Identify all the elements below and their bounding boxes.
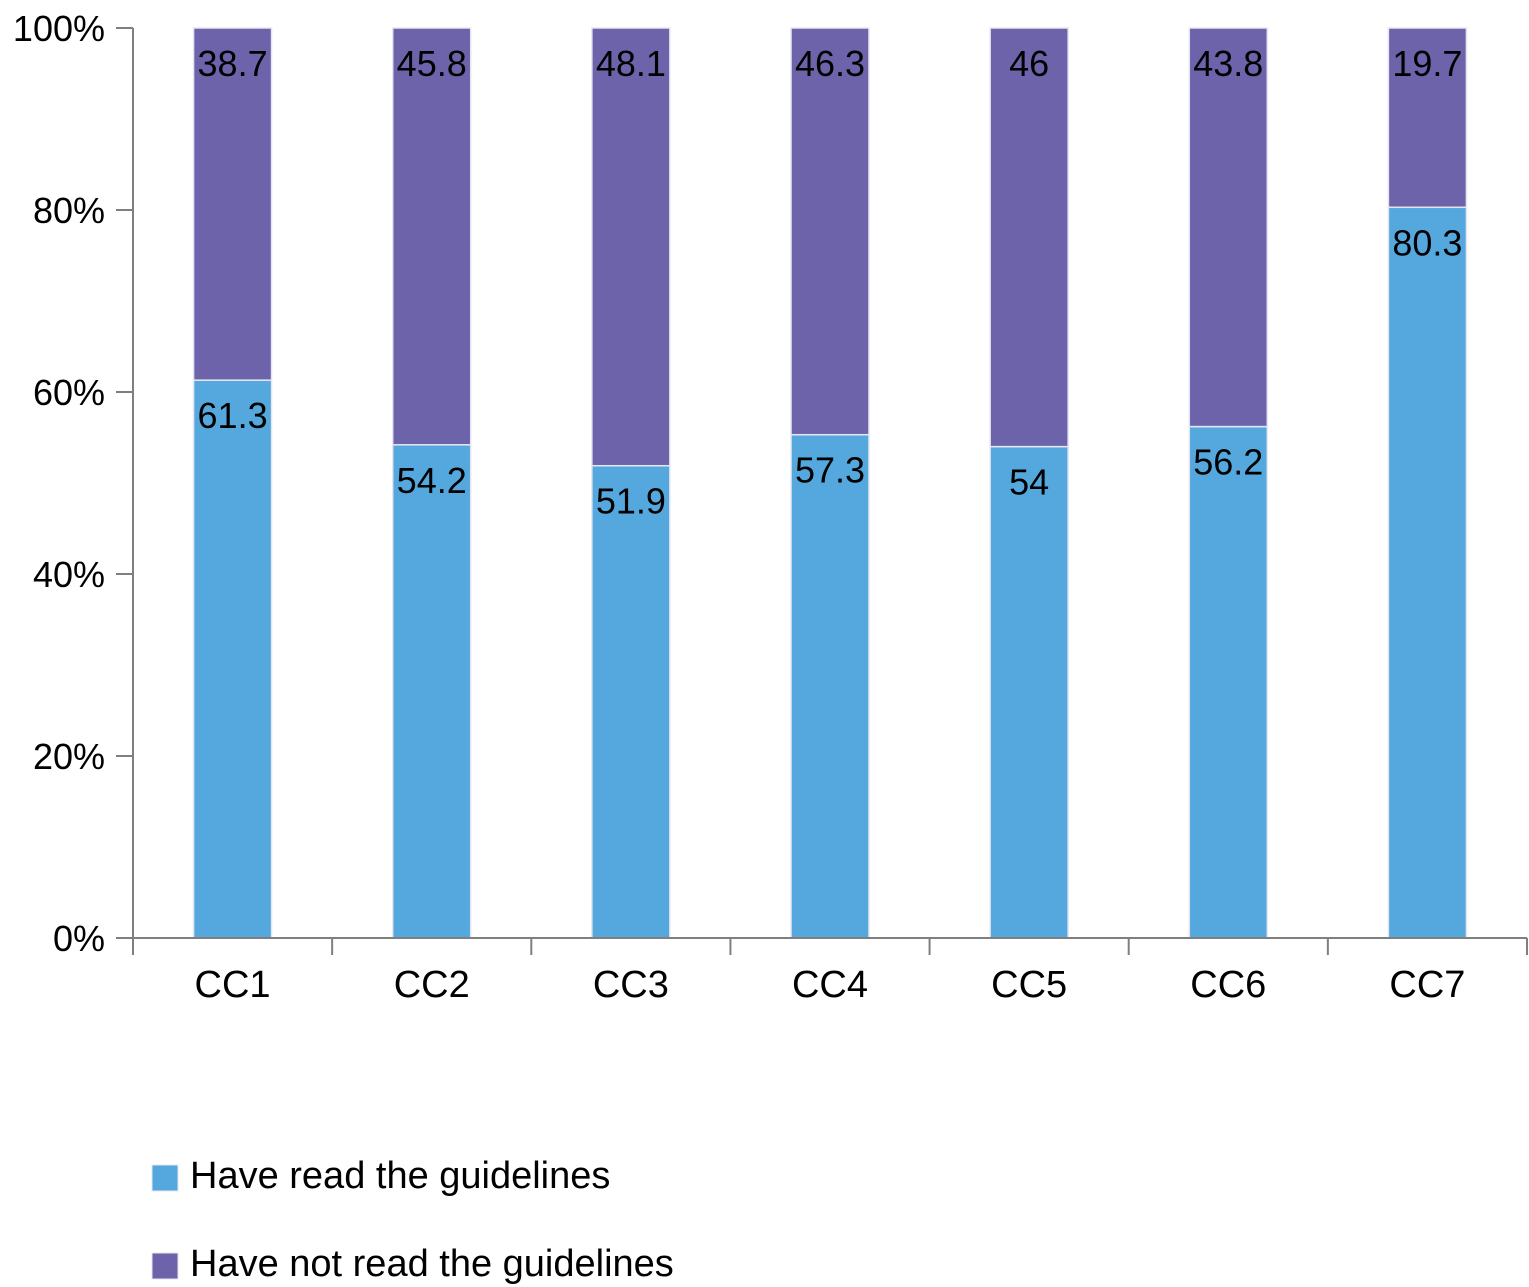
bar-segment-cc4-series-1 <box>790 433 870 939</box>
y-tick-label: 60% <box>33 372 105 413</box>
y-tick-label: 40% <box>33 554 105 595</box>
legend-swatch-series-2 <box>151 1252 179 1280</box>
data-label-cc7-series-1: 80.3 <box>1392 222 1462 263</box>
axes-group <box>116 27 1528 955</box>
data-label-cc5-series-2: 46 <box>1009 43 1049 84</box>
bar-segment-cc4-series-2 <box>790 27 870 436</box>
bar-segment-cc6-series-2 <box>1188 27 1269 428</box>
x-tick-label-cc4: CC4 <box>792 964 868 1006</box>
bar-segment-cc3-series-2 <box>591 27 671 467</box>
data-label-cc5-series-1: 54 <box>1009 462 1049 503</box>
y-tick-label: 0% <box>53 918 105 959</box>
bar-segment-cc2-series-2 <box>391 27 472 446</box>
data-label-cc2-series-2: 45.8 <box>397 43 467 84</box>
bars-group <box>192 27 1468 939</box>
x-tick-label-cc5: CC5 <box>991 964 1067 1006</box>
bar-segment-cc1-series-2 <box>192 27 273 381</box>
data-label-cc4-series-1: 57.3 <box>795 450 865 491</box>
x-tick-label-cc6: CC6 <box>1190 964 1266 1006</box>
data-label-cc3-series-1: 51.9 <box>596 481 666 522</box>
y-tick-label: 20% <box>33 736 105 777</box>
bar-segment-cc5-series-1 <box>989 445 1069 939</box>
bar-segment-cc2-series-1 <box>391 444 472 939</box>
legend: Have read the guidelines Have not read th… <box>151 1155 674 1285</box>
data-label-cc6-series-1: 56.2 <box>1193 442 1263 483</box>
legend-label-series-1: Have read the guidelines <box>190 1155 610 1197</box>
bar-segment-cc7-series-2 <box>1387 27 1468 209</box>
x-tick-label-cc7: CC7 <box>1389 964 1465 1006</box>
y-tick-label: 80% <box>33 190 105 231</box>
x-tick-label-cc2: CC2 <box>394 964 470 1006</box>
bar-segment-cc6-series-1 <box>1188 425 1269 939</box>
data-label-cc6-series-2: 43.8 <box>1193 43 1263 84</box>
data-label-cc4-series-2: 46.3 <box>795 43 865 84</box>
data-label-cc3-series-2: 48.1 <box>596 43 666 84</box>
data-label-cc1-series-2: 38.7 <box>198 43 268 84</box>
x-tick-label-cc3: CC3 <box>593 964 669 1006</box>
bar-segment-cc1-series-1 <box>192 379 273 939</box>
data-label-cc2-series-1: 54.2 <box>397 460 467 501</box>
legend-swatch-series-1 <box>151 1164 179 1192</box>
x-tick-label-cc1: CC1 <box>195 964 271 1006</box>
y-tick-label: 100% <box>13 8 105 49</box>
bar-segment-cc5-series-2 <box>989 27 1069 448</box>
bar-segment-cc7-series-1 <box>1387 206 1468 939</box>
data-label-cc7-series-2: 19.7 <box>1392 43 1462 84</box>
bar-segment-cc3-series-1 <box>591 464 671 939</box>
legend-label-series-2: Have not read the guidelines <box>190 1243 674 1285</box>
data-label-cc1-series-1: 61.3 <box>198 395 268 436</box>
labels-group: 61.3 38.7 54.2 45.8 51.9 48.1 57.3 46.3 54 46 56.2… <box>13 8 1466 1006</box>
